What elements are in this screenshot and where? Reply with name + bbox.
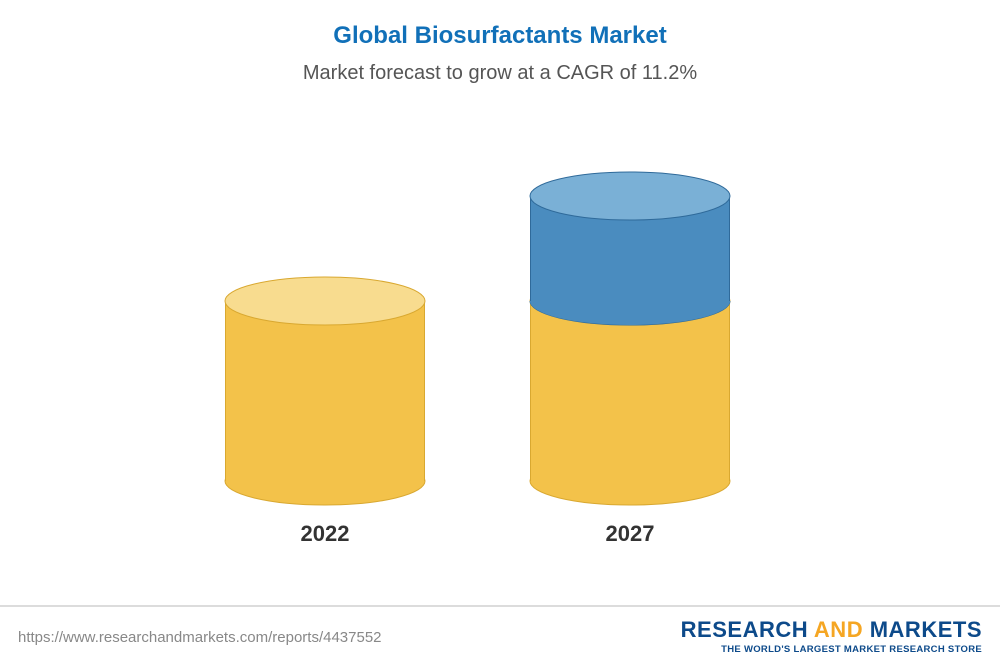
logo-text: RESEARCH AND MARKETS: [681, 619, 982, 641]
logo-word-research: RESEARCH: [681, 617, 808, 642]
cylinder-svg-2022: [225, 275, 425, 505]
source-url: https://www.researchandmarkets.com/repor…: [18, 629, 382, 646]
cylinder-svg-2027: [530, 170, 730, 505]
logo-tagline: THE WORLD'S LARGEST MARKET RESEARCH STOR…: [681, 644, 982, 655]
year-label-2022: 2022: [225, 521, 425, 547]
chart-subtitle: Market forecast to grow at a CAGR of 11.…: [0, 62, 1000, 85]
logo-word-and: AND: [814, 617, 863, 642]
logo-word-markets: MARKETS: [870, 617, 982, 642]
chart-title: Global Biosurfactants Market: [0, 0, 1000, 50]
footer-bar: https://www.researchandmarkets.com/repor…: [0, 605, 1000, 667]
year-label-2027: 2027: [530, 521, 730, 547]
logo-block: RESEARCH AND MARKETS THE WORLD'S LARGEST…: [681, 619, 982, 655]
chart-area: USD 1.2 Billion 2022 USD 1.9 Billion: [0, 105, 1000, 535]
